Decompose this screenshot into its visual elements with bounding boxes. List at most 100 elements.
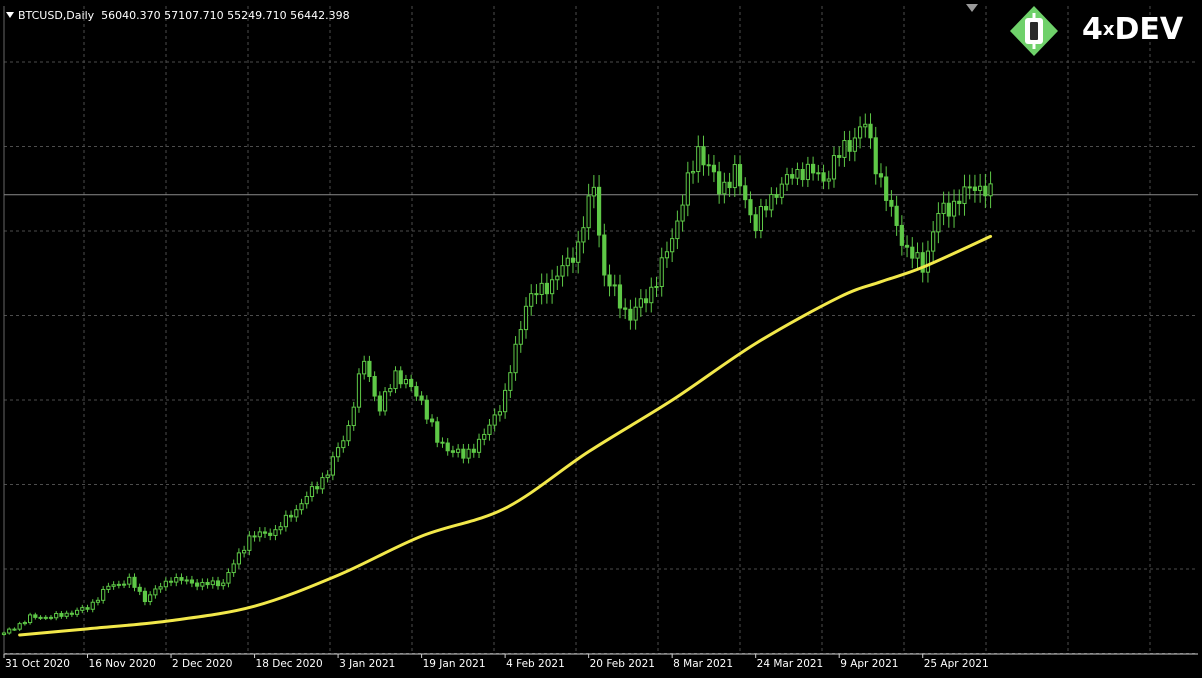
candle-body-bull bbox=[247, 535, 252, 551]
candle-body-bear bbox=[904, 244, 910, 248]
candle-body-bull bbox=[503, 389, 508, 413]
candle bbox=[106, 582, 111, 593]
candle bbox=[440, 437, 445, 448]
candle-body-bear bbox=[748, 199, 753, 216]
x-tick-label: 18 Dec 2020 bbox=[255, 658, 323, 670]
candle bbox=[951, 189, 957, 228]
candle-body-bull bbox=[654, 285, 659, 288]
candle bbox=[685, 161, 690, 217]
candle bbox=[967, 174, 972, 200]
candle bbox=[362, 355, 367, 380]
candle-body-bull bbox=[732, 164, 737, 189]
candle bbox=[805, 156, 810, 188]
candle-body-bear bbox=[440, 441, 445, 444]
candle-body-bull bbox=[696, 146, 701, 173]
candle bbox=[74, 607, 80, 618]
candle-body-bear bbox=[414, 386, 419, 397]
candle-body-bull bbox=[722, 181, 727, 195]
candle-body-bull bbox=[482, 433, 487, 440]
candle bbox=[638, 289, 643, 317]
candle bbox=[889, 190, 894, 217]
candle-body-bull bbox=[664, 251, 670, 259]
candle bbox=[925, 240, 931, 283]
candle-body-bull bbox=[210, 580, 215, 586]
candle-body-bull bbox=[362, 360, 367, 375]
candle-body-bull bbox=[842, 140, 847, 158]
x-tick-label: 16 Nov 2020 bbox=[88, 658, 156, 670]
candle-body-bull bbox=[586, 195, 591, 229]
candle-body-bear bbox=[419, 395, 424, 401]
candle-body-bull bbox=[283, 514, 288, 528]
candle bbox=[174, 573, 179, 587]
candle-body-bull bbox=[951, 200, 957, 217]
candle-body-bear bbox=[910, 246, 915, 259]
candle bbox=[690, 160, 696, 184]
candle bbox=[659, 247, 664, 297]
candle bbox=[607, 264, 612, 297]
candle bbox=[148, 591, 153, 606]
candle-body-bear bbox=[424, 399, 429, 420]
candle bbox=[758, 198, 763, 239]
candle bbox=[732, 155, 737, 197]
candle bbox=[90, 599, 95, 613]
candle bbox=[753, 206, 758, 239]
candle-body-bull bbox=[64, 612, 69, 617]
candle bbox=[983, 173, 988, 209]
brand-word: DEV bbox=[1114, 12, 1184, 47]
candle bbox=[351, 401, 356, 431]
symbol-name: BTCUSD,Daily bbox=[18, 9, 95, 22]
candle bbox=[920, 242, 925, 283]
candle bbox=[59, 611, 64, 619]
candle bbox=[304, 491, 309, 509]
candle bbox=[560, 255, 565, 287]
candle bbox=[936, 202, 941, 244]
candle-body-bull bbox=[508, 372, 513, 391]
candle-body-bull bbox=[941, 202, 946, 215]
candle-body-bull bbox=[403, 379, 409, 385]
moving-average-line bbox=[18, 234, 993, 637]
candle-body-bear bbox=[884, 176, 889, 201]
candle-body-bull bbox=[685, 172, 690, 206]
candle-body-bull bbox=[80, 607, 85, 611]
candle bbox=[894, 195, 899, 236]
candle bbox=[748, 191, 753, 223]
candle-body-bull bbox=[560, 265, 565, 277]
candle-body-bull bbox=[54, 613, 59, 619]
candle bbox=[842, 131, 847, 167]
candle bbox=[85, 604, 90, 613]
chart-shift-marker-icon[interactable] bbox=[966, 4, 978, 12]
candle-body-bull bbox=[101, 588, 106, 601]
candle bbox=[231, 559, 236, 577]
candle bbox=[445, 438, 450, 456]
candle-body-bull bbox=[466, 448, 471, 459]
candle-body-bear bbox=[168, 580, 174, 583]
candle bbox=[555, 265, 560, 290]
dropdown-triangle-icon[interactable] bbox=[6, 12, 14, 18]
candle bbox=[101, 586, 106, 604]
candle bbox=[988, 171, 993, 209]
candle bbox=[539, 273, 544, 305]
candle-body-bear bbox=[205, 581, 210, 586]
candle-body-bear bbox=[894, 205, 899, 226]
candle bbox=[429, 414, 435, 427]
candle-body-bull bbox=[925, 250, 931, 273]
candle bbox=[12, 627, 17, 631]
candle-body-bull bbox=[758, 206, 763, 232]
candle bbox=[461, 444, 466, 464]
candle-body-bear bbox=[946, 202, 951, 217]
candle bbox=[247, 531, 252, 556]
candle-body-bull bbox=[936, 213, 941, 233]
candle-body-bear bbox=[398, 370, 403, 385]
candle-body-bear bbox=[450, 450, 456, 453]
candle-body-bull bbox=[857, 126, 863, 139]
candle-body-bull bbox=[299, 503, 304, 511]
candle bbox=[1, 631, 7, 637]
candle bbox=[195, 579, 200, 591]
candle-body-bull bbox=[565, 257, 570, 267]
candle-body-bear bbox=[711, 164, 717, 173]
candle bbox=[28, 612, 33, 625]
candle-body-bull bbox=[325, 474, 330, 479]
candle-body-bear bbox=[137, 586, 142, 592]
